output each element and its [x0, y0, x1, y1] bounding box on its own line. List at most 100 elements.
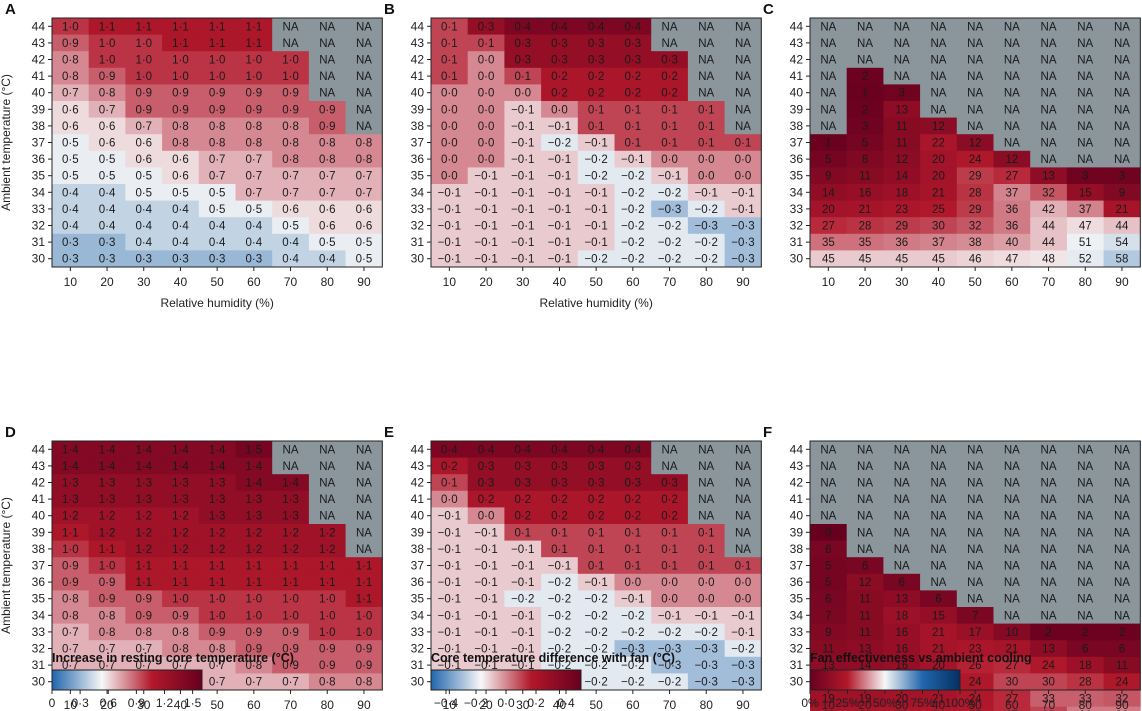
heatmap-cell [651, 441, 689, 458]
cell-value-label: 0·4 [99, 187, 116, 199]
cell-value-label: 1·3 [282, 511, 299, 523]
cell-value-label: NA [1114, 88, 1130, 100]
heatmap-cell [541, 540, 579, 558]
heatmap-cell [956, 573, 994, 591]
x-tick-label: 40 [932, 698, 946, 711]
cell-value-label: 9 [825, 627, 831, 639]
heatmap-cell [1066, 84, 1104, 102]
cell-value-label: 0·1 [441, 55, 458, 67]
heatmap-cell [88, 217, 126, 235]
cell-value-label: NA [319, 494, 335, 506]
cell-value-label: NA [894, 461, 910, 473]
heatmap-cell [993, 441, 1031, 458]
cell-value-label: 0·2 [514, 511, 531, 523]
heatmap-cell [993, 474, 1031, 492]
heatmap-cell [920, 474, 958, 492]
heatmap-cell [883, 490, 921, 508]
cell-value-label: NA [283, 444, 299, 456]
heatmap-cell [125, 524, 163, 541]
heatmap-cell [541, 557, 579, 575]
cell-value-label: 0·0 [478, 154, 495, 166]
heatmap-cell [272, 150, 310, 168]
heatmap-cell [431, 167, 469, 185]
heatmap-cell [577, 507, 615, 525]
heatmap-cell [687, 200, 725, 218]
cell-value-label: −0·2 [584, 660, 607, 672]
cell-value-label: NA [356, 71, 372, 83]
colorbar-tick-label: 1·5 [184, 696, 202, 710]
cell-value-label: NA [1114, 444, 1130, 456]
heatmap-cell [272, 101, 310, 118]
heatmap-cell [504, 84, 542, 102]
cell-value-label: NA [735, 444, 751, 456]
heatmap-cell [687, 457, 725, 475]
heatmap-cell [88, 640, 126, 658]
cell-value-label: 1·2 [62, 511, 79, 523]
cell-value-label: 2 [862, 71, 868, 83]
cell-value-label: 14 [822, 187, 835, 199]
heatmap-cell [52, 623, 90, 641]
heatmap-cell [956, 67, 994, 85]
cell-value-label: 0·9 [356, 644, 373, 656]
heatmap-cell [198, 67, 236, 85]
heatmap-cell [651, 623, 689, 641]
cell-value-label: −0·1 [731, 187, 754, 199]
heatmap-cell [920, 457, 958, 475]
heatmap-cell [993, 656, 1031, 674]
panel-label: F [763, 424, 772, 441]
y-tick-label: 42 [790, 476, 804, 490]
cell-value-label: NA [1077, 138, 1093, 150]
cell-value-label: 13 [1042, 644, 1055, 656]
heatmap-cell [504, 441, 542, 458]
heatmap-cell [162, 474, 200, 492]
heatmap-cell [993, 184, 1031, 201]
heatmap-cell [125, 67, 163, 85]
cell-value-label: −0·2 [621, 187, 644, 199]
cell-value-label: 0·1 [625, 544, 642, 556]
heatmap-cell [162, 524, 200, 541]
heatmap-cell [724, 590, 762, 608]
y-tick-label: 36 [790, 575, 804, 589]
cell-value-label: 0·7 [246, 187, 263, 199]
heatmap-cell [541, 101, 579, 118]
cell-value-label: NA [735, 478, 751, 490]
cell-value-label: NA [698, 478, 714, 490]
heatmap-cell [162, 134, 200, 152]
heatmap-cell [1030, 18, 1068, 35]
heatmap-cell [993, 557, 1031, 575]
heatmap-cell [272, 117, 310, 135]
cell-value-label: 54 [1116, 237, 1129, 249]
cell-value-label: 0·1 [588, 104, 605, 116]
heatmap-cell [272, 184, 310, 201]
cell-value-label: −0·3 [731, 237, 754, 249]
heatmap-cell [920, 18, 958, 35]
heatmap-cell [651, 573, 689, 591]
heatmap-cell [1103, 34, 1141, 52]
heatmap-cell [687, 67, 725, 85]
heatmap-cell [1103, 457, 1141, 475]
heatmap-cell [1066, 590, 1104, 608]
heatmap-cell [724, 557, 762, 575]
cell-value-label: −0·3 [731, 254, 754, 266]
cell-value-label: NA [1114, 544, 1130, 556]
cell-value-label: 27 [1005, 660, 1018, 672]
cell-value-label: 0·4 [625, 21, 642, 33]
cell-value-label: NA [1041, 610, 1057, 622]
cell-value-label: 45 [822, 254, 835, 266]
cell-value-label: 0·9 [62, 561, 79, 573]
heatmap-cell [651, 84, 689, 102]
cell-value-label: 0·9 [209, 104, 226, 116]
heatmap-cell [993, 84, 1031, 102]
heatmap-cell [724, 457, 762, 475]
heatmap-cell [88, 84, 126, 102]
cell-value-label: 46 [969, 254, 982, 266]
heatmap-cell [308, 524, 346, 541]
cell-value-label: NA [735, 104, 751, 116]
cell-value-label: NA [1041, 594, 1057, 606]
cell-value-label: NA [967, 38, 983, 50]
cell-value-label: 0·0 [661, 577, 678, 589]
heatmap-cell [345, 441, 383, 458]
cell-value-label: 19 [822, 693, 835, 705]
cell-value-label: NA [1041, 444, 1057, 456]
cell-value-label: NA [356, 494, 372, 506]
